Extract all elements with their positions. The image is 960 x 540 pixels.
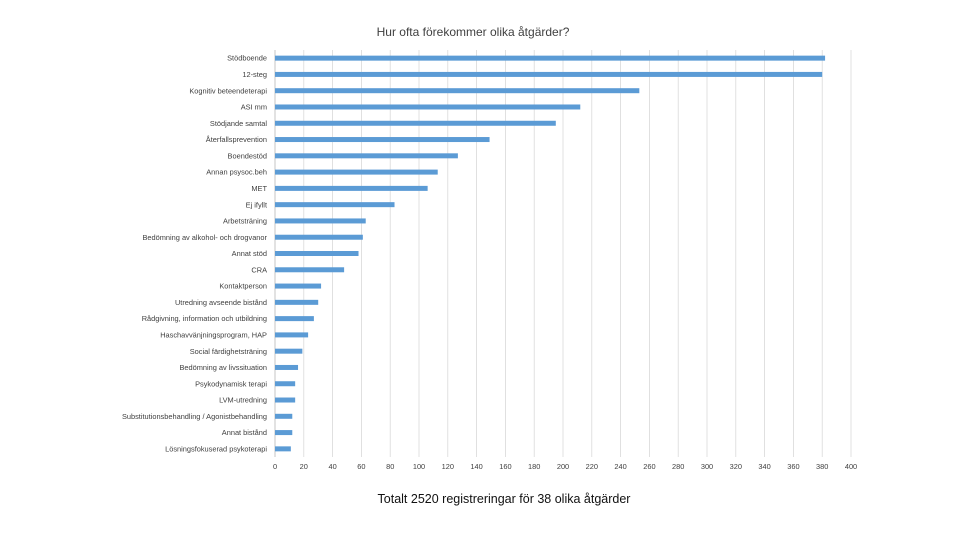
category-label: Annat bistånd <box>222 428 267 437</box>
x-tick-label: 280 <box>672 462 684 471</box>
bar <box>275 88 640 94</box>
bar <box>275 267 345 273</box>
category-label: 12-steg <box>242 70 267 79</box>
category-label: CRA <box>251 265 267 274</box>
x-tick-label: 80 <box>386 462 394 471</box>
category-label: Social färdighetsträning <box>190 347 267 356</box>
bar <box>275 234 363 240</box>
category-label: Bedömning av livssituation <box>179 363 267 372</box>
bar <box>275 381 296 387</box>
grid-lines <box>274 50 852 457</box>
chart-title: Hur ofta förekommer olika åtgärder? <box>376 25 570 39</box>
category-label: Stödjande samtal <box>210 119 267 128</box>
x-tick-label: 0 <box>273 462 277 471</box>
x-tick-label: 160 <box>499 462 511 471</box>
category-label: Boendestöd <box>228 151 267 160</box>
bar <box>275 202 395 208</box>
bar <box>275 446 291 452</box>
x-tick-label: 260 <box>643 462 655 471</box>
x-tick-label: 200 <box>557 462 569 471</box>
bar <box>275 218 366 224</box>
category-label: Psykodynamisk terapi <box>195 379 267 388</box>
category-label: Lösningsfokuserad psykoterapi <box>165 444 267 453</box>
bar <box>275 430 293 436</box>
x-axis-tick-labels: 0 20 40 60 80 100 120 140 160 180 200 220 240 260 280 3… <box>273 462 857 471</box>
category-label: LVM-utredning <box>219 396 267 405</box>
x-tick-label: 60 <box>357 462 365 471</box>
x-tick-label: 40 <box>328 462 336 471</box>
footer-note: Totalt 2520 registreringar för 38 olika … <box>377 492 631 506</box>
category-label: Annan psysoc.beh <box>206 168 267 177</box>
bar <box>275 71 823 77</box>
category-label: Utredning avseende bistånd <box>175 298 267 307</box>
bar <box>275 153 458 159</box>
x-tick-label: 240 <box>614 462 626 471</box>
bar <box>275 55 826 61</box>
category-label: Haschavvänjningsprogram, HAP <box>160 331 267 340</box>
bar <box>275 251 359 256</box>
category-label: Kontaktperson <box>219 282 267 291</box>
x-tick-label: 400 <box>845 462 857 471</box>
bar <box>275 283 322 289</box>
category-label: Återfallsprevention <box>206 135 267 144</box>
category-label: Kognitiv beteendeterapi <box>189 86 267 95</box>
x-tick-label: 180 <box>528 462 540 471</box>
x-tick-label: 300 <box>701 462 713 471</box>
bar <box>275 397 296 403</box>
bar <box>275 104 581 110</box>
x-tick-label: 340 <box>758 462 770 471</box>
category-label: Rådgivning, information och utbildning <box>142 314 267 323</box>
category-label: Stödboende <box>227 54 267 63</box>
bar <box>275 120 556 126</box>
bar <box>275 364 299 370</box>
x-tick-label: 220 <box>586 462 598 471</box>
category-label: Ej ifyllt <box>246 200 267 209</box>
bar <box>275 185 428 191</box>
category-label: Bedömning av alkohol- och drogvanor <box>143 233 268 242</box>
x-tick-label: 120 <box>442 462 454 471</box>
category-label: ASI mm <box>241 103 267 112</box>
x-tick-label: 360 <box>787 462 799 471</box>
category-label: Substitutionsbehandling / Agonistbehandl… <box>122 412 267 421</box>
x-tick-label: 20 <box>300 462 308 471</box>
bar <box>275 299 319 305</box>
category-label: MET <box>251 184 267 193</box>
bar <box>275 413 293 419</box>
category-labels: Stödboende 12-steg Kognitiv beteendeterapi… <box>122 54 268 454</box>
category-label: Annat stöd <box>232 249 267 258</box>
bar <box>275 316 314 322</box>
bar <box>275 169 438 175</box>
x-tick-label: 100 <box>413 462 425 471</box>
category-label: Arbetsträning <box>223 217 267 226</box>
x-tick-label: 320 <box>730 462 742 471</box>
x-tick-label: 380 <box>816 462 828 471</box>
x-tick-label: 140 <box>470 462 482 471</box>
bar <box>275 332 309 338</box>
bars <box>275 55 826 452</box>
bar <box>275 137 490 143</box>
bar <box>275 348 303 354</box>
